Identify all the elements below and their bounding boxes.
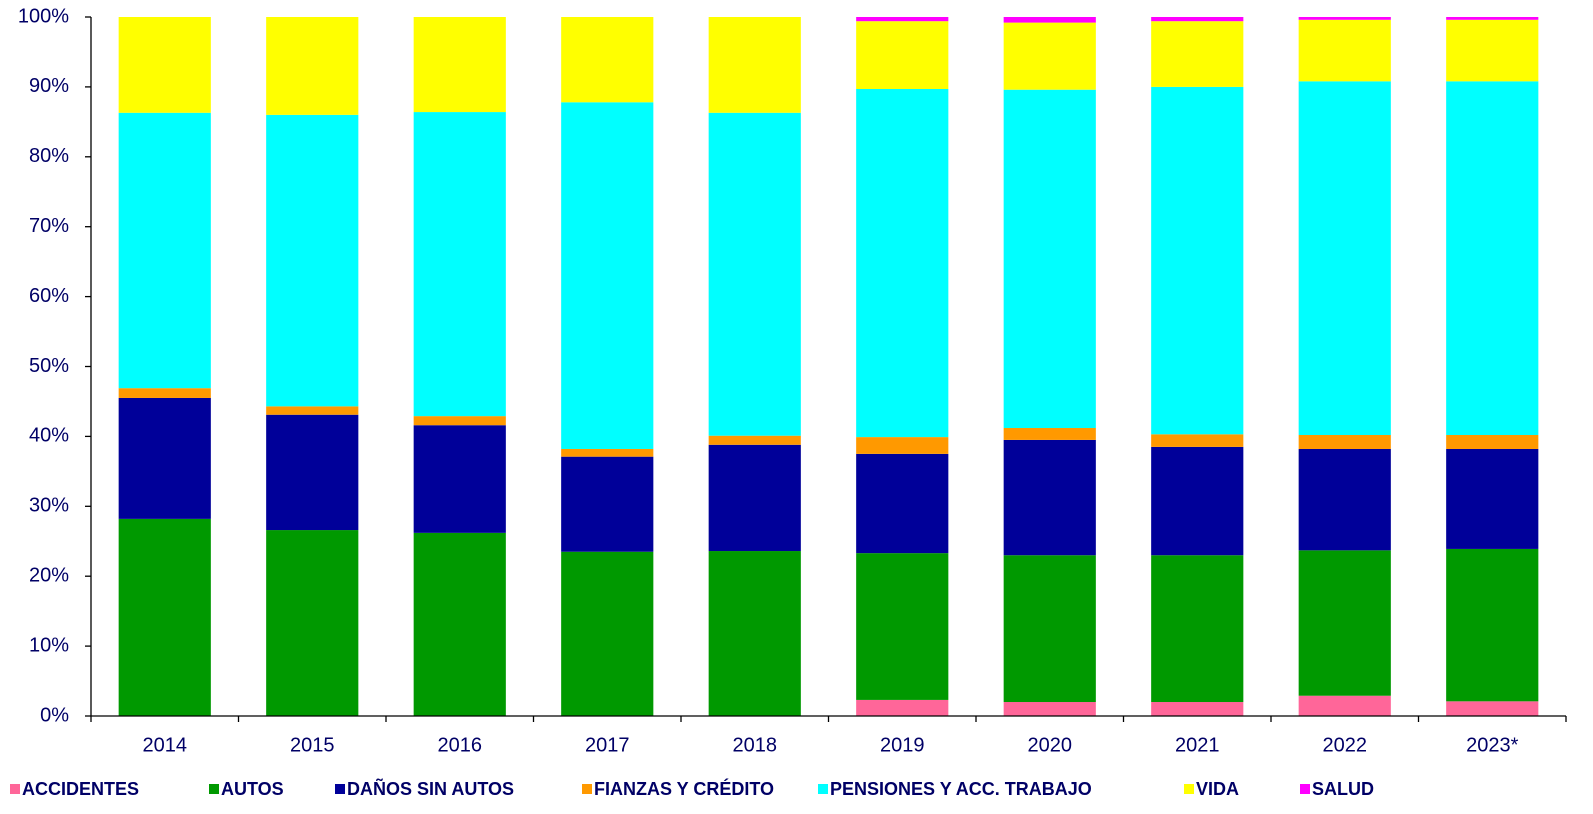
bar-segment [1446,701,1539,716]
bar-segment [708,17,801,113]
bar-segment [266,114,359,407]
bar-segment [1003,439,1096,556]
y-tick-label: 80% [29,145,69,167]
bar-segment [266,17,359,115]
legend-label: AUTOS [221,779,284,799]
bar-segment [1446,448,1539,549]
bar-segment [1298,17,1391,20]
x-tick-label: 2016 [438,734,483,756]
y-tick-label: 30% [29,495,69,517]
bar-segment [413,17,506,113]
y-tick-label: 90% [29,75,69,97]
bar-segment [1298,550,1391,696]
bar-segment [266,414,359,531]
bar-segment [561,551,654,716]
x-tick-label: 2019 [880,734,925,756]
x-tick-label: 2017 [585,734,630,756]
bar-segment [1003,17,1096,23]
y-tick-label: 20% [29,564,69,586]
bar-segment [118,112,211,389]
legend-swatch [582,784,592,794]
bar-segment [856,699,949,716]
bar-segment [1003,22,1096,90]
legend-label: ACCIDENTES [22,779,139,799]
bar-segment [1446,435,1539,449]
bar-segment [1446,81,1539,436]
bar-segment [708,444,801,552]
bar-segment [856,88,949,438]
bar-segment [856,453,949,554]
bar-segment [1151,555,1244,703]
bar-segment [413,532,506,716]
x-tick-label: 2020 [1028,734,1073,756]
x-tick-label: 2014 [143,734,188,756]
bar-segment [118,388,211,398]
bar-segment [856,21,949,89]
bar-segment [1151,446,1244,556]
bar-segment [1298,695,1391,716]
legend-label: FIANZAS Y CRÉDITO [594,778,774,799]
bar-segment [1298,448,1391,551]
bar-segment [1298,81,1391,436]
legend-swatch [1300,784,1310,794]
x-tick-label: 2023* [1466,734,1518,756]
bar-segment [856,17,949,22]
bar-segment [413,112,506,417]
bar-segment [1151,21,1244,87]
y-tick-label: 100% [18,5,69,27]
bar-segment [856,437,949,454]
y-tick-label: 60% [29,285,69,307]
x-tick-label: 2018 [733,734,778,756]
x-tick-label: 2022 [1323,734,1368,756]
bar-segment [1003,89,1096,429]
legend-label: DAÑOS SIN AUTOS [347,778,514,799]
y-tick-label: 40% [29,425,69,447]
bar-segment [266,530,359,716]
bar-segment [1298,435,1391,449]
legend-swatch [335,784,345,794]
bar-segment [118,397,211,519]
bar-segment [266,406,359,415]
bar-segment [413,425,506,533]
bar-segment [1446,548,1539,702]
y-tick-label: 0% [40,704,69,726]
bar-segment [561,448,654,457]
legend-swatch [818,784,828,794]
bar-segment [1151,86,1244,435]
bar-segment [708,112,801,436]
bar-segment [561,456,654,552]
y-tick-label: 70% [29,215,69,237]
legend-swatch [1184,784,1194,794]
bar-segment [1446,17,1539,20]
bar-segment [708,435,801,445]
bar-segment [1446,19,1539,82]
bar-segment [1298,19,1391,82]
legend-swatch [209,784,219,794]
bar-segment [561,17,654,103]
bar-segment [561,102,654,449]
bar-segment [1003,702,1096,716]
bar-segment [413,416,506,426]
bar-segment [1003,555,1096,703]
bar-segment [856,553,949,700]
bar-segment [1151,434,1244,447]
legend-swatch [10,784,20,794]
x-tick-label: 2015 [290,734,335,756]
bar-segment [118,518,211,716]
bar-segment [708,551,801,716]
bar-segment [118,17,211,113]
bar-segment [1151,17,1244,22]
y-tick-label: 50% [29,355,69,377]
legend-label: SALUD [1312,779,1374,799]
bar-segment [1151,702,1244,716]
legend-label: PENSIONES Y ACC. TRABAJO [830,779,1092,799]
legend-label: VIDA [1196,779,1239,799]
x-tick-label: 2021 [1175,734,1220,756]
bar-segment [1003,428,1096,440]
y-tick-label: 10% [29,634,69,656]
